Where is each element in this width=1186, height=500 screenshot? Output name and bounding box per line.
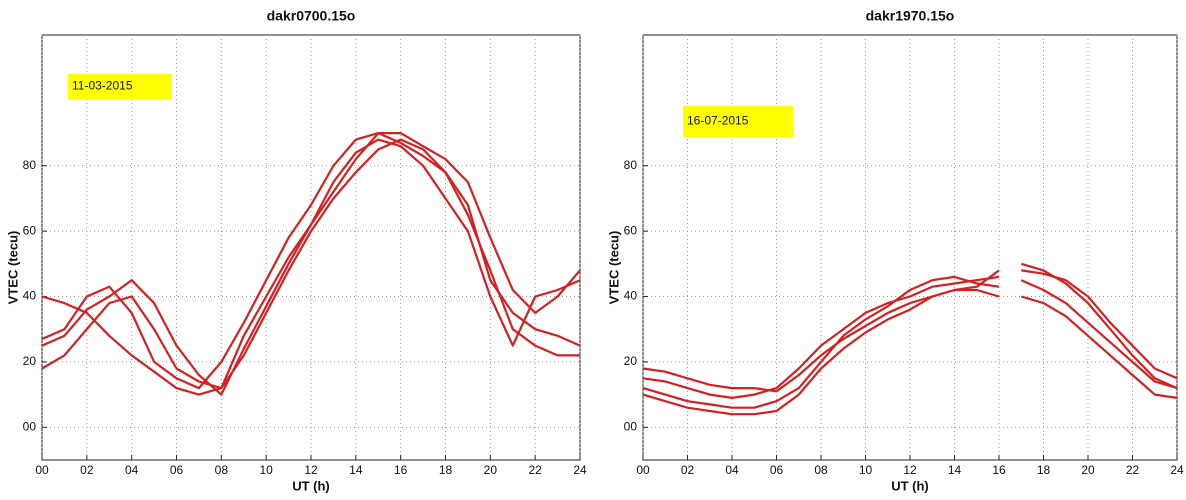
x-tick-label: 06 (170, 463, 184, 477)
x-tick-label: 06 (770, 463, 784, 477)
x-tick-label: 00 (35, 463, 49, 477)
y-tick-label: 80 (23, 158, 37, 172)
x-tick-label: 20 (484, 463, 498, 477)
x-axis-label: UT (h) (292, 478, 330, 493)
x-tick-label: 18 (1037, 463, 1051, 477)
y-tick-label: 20 (23, 354, 37, 368)
x-tick-label: 16 (394, 463, 408, 477)
y-tick-label: 80 (624, 158, 638, 172)
data-line (642, 288, 1178, 416)
data-line (41, 132, 581, 390)
x-tick-label: 24 (573, 463, 587, 477)
chart-title: dakr1970.15o (866, 8, 955, 24)
x-tick-label: 04 (725, 463, 739, 477)
x-tick-label: 08 (814, 463, 828, 477)
x-tick-label: 20 (1081, 463, 1095, 477)
y-tick-label: 00 (624, 419, 638, 433)
data-line (642, 262, 1178, 409)
x-tick-label: 12 (304, 463, 318, 477)
y-tick-label: 60 (23, 223, 37, 237)
x-tick-label: 16 (992, 463, 1006, 477)
x-tick-label: 18 (439, 463, 453, 477)
x-tick-label: 14 (349, 463, 363, 477)
y-tick-label: 20 (624, 354, 638, 368)
x-tick-label: 22 (528, 463, 542, 477)
x-tick-label: 04 (125, 463, 139, 477)
y-axis-label: VTEC (tecu) (606, 231, 621, 305)
y-tick-label: 40 (23, 289, 37, 303)
x-tick-label: 14 (948, 463, 962, 477)
x-axis-label: UT (h) (891, 478, 929, 493)
x-tick-label: 08 (215, 463, 229, 477)
annotation-box (683, 106, 793, 137)
x-tick-label: 24 (1170, 463, 1184, 477)
data-line (41, 138, 581, 396)
x-tick-label: 02 (80, 463, 94, 477)
y-axis-label: VTEC (tecu) (5, 231, 20, 305)
x-tick-label: 12 (903, 463, 917, 477)
y-tick-label: 60 (624, 223, 638, 237)
annotation-box (68, 74, 172, 99)
data-line (41, 138, 580, 396)
y-tick-label: 00 (23, 419, 37, 433)
data-line (642, 269, 1178, 399)
annotation: 11-03-2015 (72, 79, 133, 93)
x-tick-label: 02 (681, 463, 695, 477)
y-tick-label: 40 (624, 289, 638, 303)
x-tick-label: 00 (636, 463, 650, 477)
x-tick-label: 10 (259, 463, 273, 477)
chart-title: dakr0700.15o (267, 8, 356, 24)
x-tick-label: 10 (859, 463, 873, 477)
annotation: 16-07-2015 (687, 114, 749, 128)
x-tick-label: 22 (1126, 463, 1140, 477)
